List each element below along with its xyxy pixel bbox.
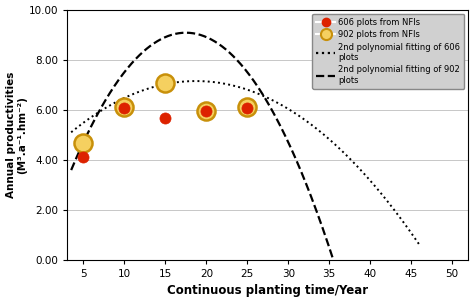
X-axis label: Continuous planting time/Year: Continuous planting time/Year [167, 285, 368, 298]
Y-axis label: Annual productivities
(M³.a⁻¹.hm⁻²): Annual productivities (M³.a⁻¹.hm⁻²) [6, 72, 27, 198]
Legend: 606 plots from NFIs, 902 plots from NFIs, 2nd polynomial fitting of 606
plots, 2: 606 plots from NFIs, 902 plots from NFIs… [312, 14, 464, 89]
